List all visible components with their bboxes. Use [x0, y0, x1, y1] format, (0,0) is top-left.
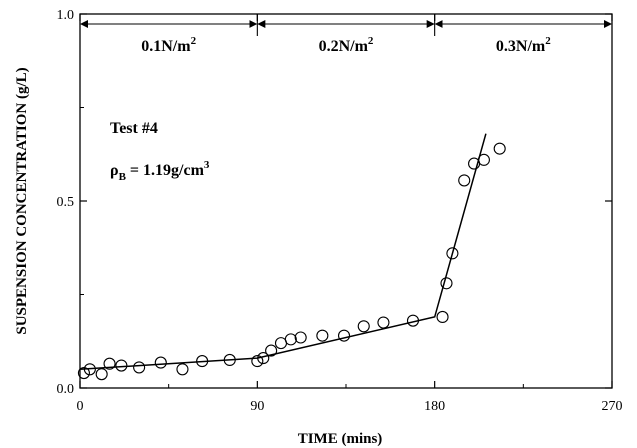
region-label: 0.1N/m2 [141, 35, 196, 55]
x-tick-label: 270 [602, 399, 623, 414]
data-point [377, 316, 390, 329]
y-axis: 0.0 0.5 1.0 [57, 8, 612, 397]
region-label-text: 0.3N/m [496, 38, 546, 55]
data-point [115, 359, 128, 372]
density-symbol: ρ [110, 162, 119, 179]
data-point [103, 357, 116, 370]
data-point [440, 277, 453, 290]
x-tick-label: 90 [250, 399, 264, 414]
data-point [357, 320, 370, 333]
data-point [95, 368, 108, 381]
y-axis-title: SUSPENSION CONCENTRATION (g/L) [14, 67, 30, 334]
y-tick-label: 0.5 [57, 195, 75, 210]
region-label-superscript: 2 [191, 35, 197, 47]
data-point [337, 329, 351, 342]
data-point [446, 247, 459, 260]
data-point [316, 329, 329, 342]
y-tick-label: 0.0 [57, 382, 75, 397]
region-label-superscript: 2 [368, 35, 374, 47]
density-superscript: 3 [204, 159, 210, 171]
fit-line-group [79, 133, 487, 371]
density-annotation: ρB = 1.19g/cm3 [110, 159, 210, 183]
data-point [133, 361, 146, 374]
data-point [154, 356, 167, 369]
plot-frame [79, 13, 613, 389]
region-label: 0.2N/m2 [319, 35, 374, 55]
region-label-text: 0.1N/m [141, 38, 191, 55]
region-label-superscript: 2 [545, 35, 551, 47]
data-point [265, 344, 278, 357]
data-point [77, 366, 90, 380]
data-point [493, 142, 506, 155]
plot-area [79, 13, 613, 389]
x-tick-label: 180 [424, 399, 445, 414]
x-axis: 0 90 180 270 [77, 14, 623, 414]
region-label-text: 0.2N/m [319, 38, 369, 55]
data-point [436, 310, 449, 323]
data-point [176, 363, 189, 376]
data-point [294, 331, 307, 344]
x-tick-label: 0 [77, 399, 84, 414]
y-tick-label: 1.0 [57, 8, 75, 23]
x-axis-title: TIME (mins) [298, 431, 383, 447]
region-label: 0.3N/m2 [496, 35, 551, 55]
data-point [284, 333, 297, 346]
data-point [251, 355, 264, 368]
shear-stress-regions: 0.1N/m2 0.2N/m2 0.3N/m2 [80, 14, 612, 55]
fit-line [79, 133, 487, 371]
density-value: = 1.19g/cm [126, 162, 205, 179]
test-annotation: Test #4 [110, 120, 158, 137]
density-subscript: B [119, 171, 127, 183]
data-point [458, 174, 471, 187]
